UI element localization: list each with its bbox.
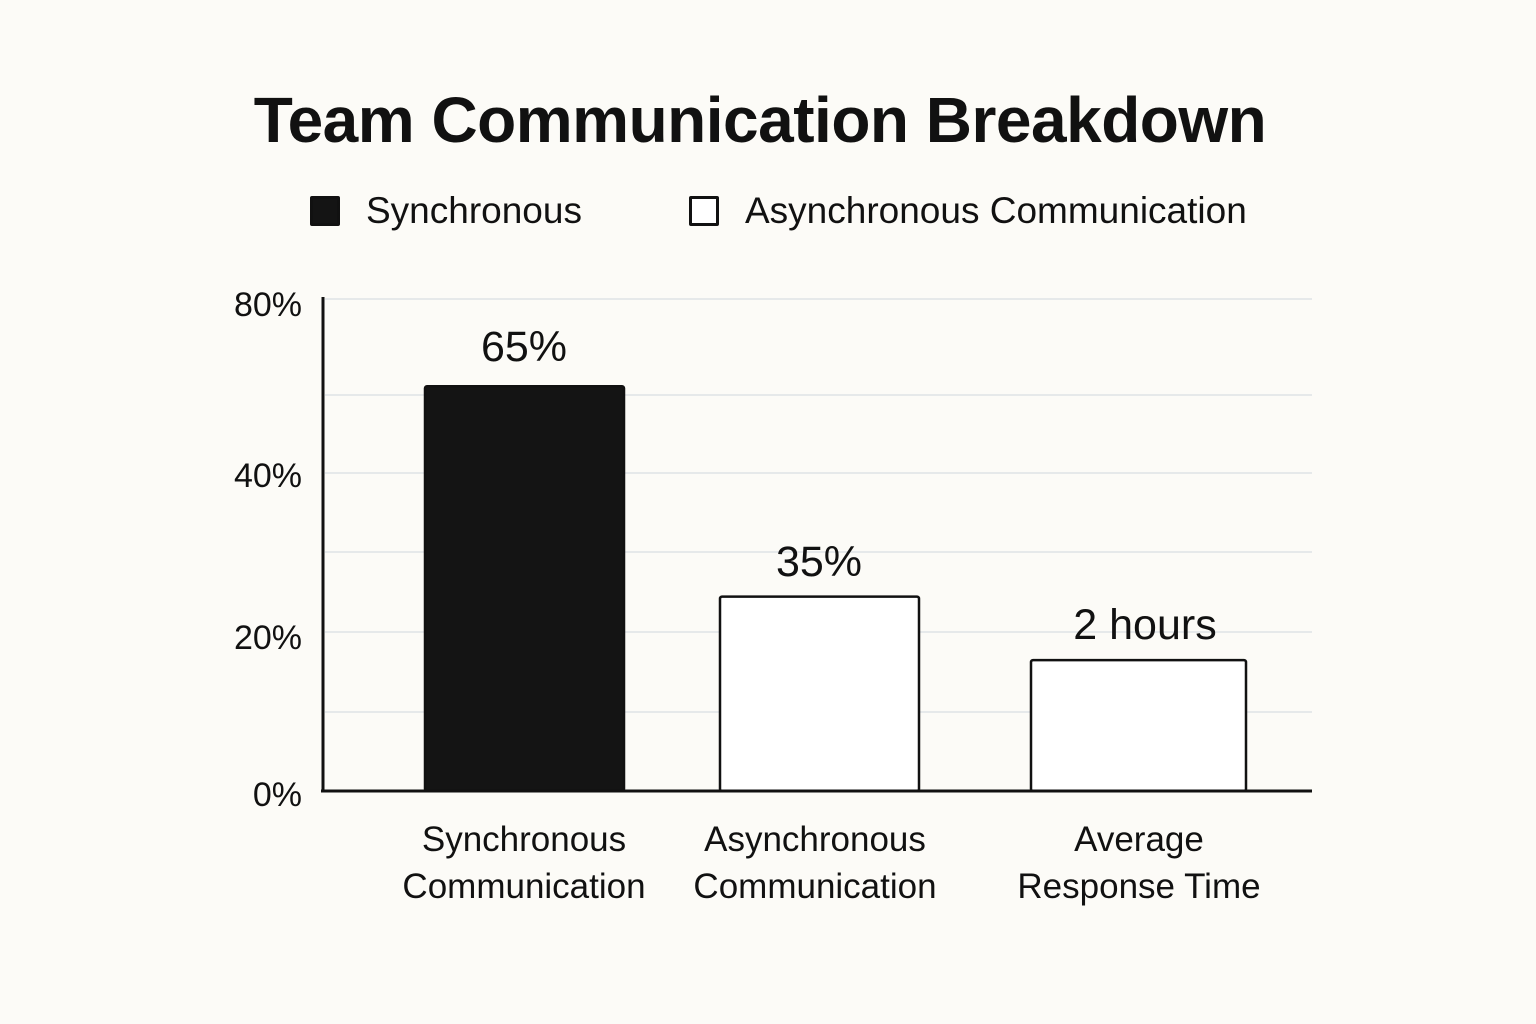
x-category-line: Synchronous [421, 820, 627, 859]
legend-swatch-synchronous [310, 196, 340, 226]
x-category-asynchronous: Asynchronous Communication [655, 816, 975, 910]
y-tick-label: 40% [233, 457, 302, 495]
x-category-line: Asynchronous [704, 820, 926, 859]
x-category-line: Average [1074, 820, 1204, 859]
x-category-response-time: Average Response Time [979, 816, 1299, 910]
x-category-line: Communication [693, 867, 937, 906]
legend-swatch-asynchronous [689, 196, 719, 226]
chart-title: Team Communication Breakdown [253, 84, 1267, 156]
bar-asynchronous [718, 595, 921, 793]
y-tick-label: 20% [233, 619, 302, 657]
legend-label-synchronous: Synchronous [366, 190, 582, 231]
x-category-line: Response Time [1017, 867, 1261, 906]
bar-synchronous [423, 385, 626, 793]
data-label-response-time: 2 hours [1073, 601, 1217, 649]
legend-label-asynchronous: Asynchronous Communication [745, 190, 1247, 231]
x-category-line: Communication [402, 867, 646, 906]
y-tick-label: 80% [233, 286, 302, 324]
x-category-synchronous: Synchronous Communication [364, 816, 684, 910]
y-tick-label: 0% [252, 776, 302, 814]
data-label-asynchronous: 35% [775, 538, 863, 586]
bar-response-time [1029, 658, 1248, 793]
data-label-synchronous: 65% [480, 323, 568, 371]
legend-item-asynchronous: Asynchronous Communication [689, 188, 1247, 234]
legend-item-synchronous: Synchronous [310, 188, 582, 234]
